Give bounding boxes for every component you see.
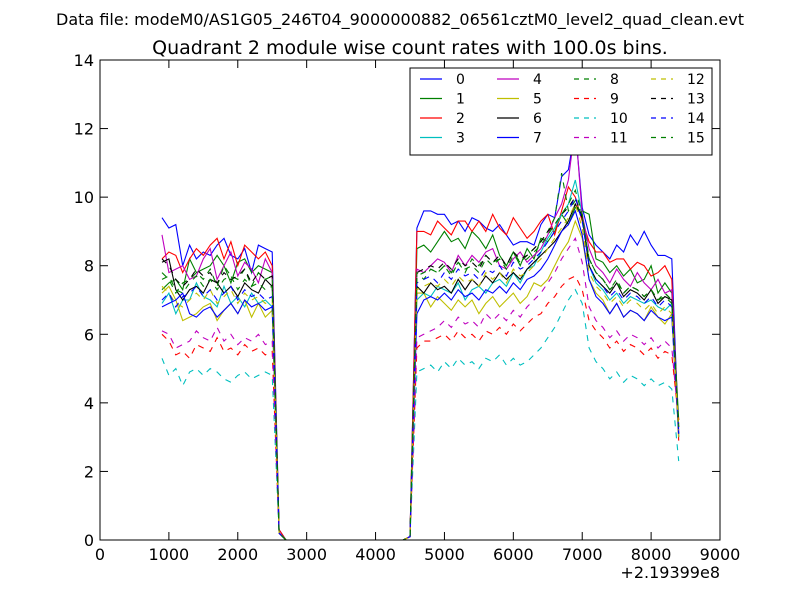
- legend-label-9: 9: [610, 92, 619, 108]
- y-tick-label: 6: [84, 325, 94, 344]
- series-line-10: [161, 288, 680, 541]
- legend-label-2: 2: [456, 111, 465, 127]
- y-tick-label: 4: [84, 394, 94, 413]
- series-line-15: [161, 188, 680, 541]
- plot-frame: [99, 59, 721, 541]
- x-tick-label: 8000: [631, 545, 672, 564]
- series-line-12: [161, 202, 680, 541]
- plot-series: [161, 125, 680, 541]
- legend-label-6: 6: [533, 111, 542, 127]
- legend-label-15: 15: [687, 131, 705, 147]
- series-line-2: [161, 185, 680, 541]
- x-tick-label: 4000: [355, 545, 396, 564]
- x-tick-label: 6000: [493, 545, 534, 564]
- series-line-14: [161, 195, 680, 541]
- x-tick-label: 1000: [149, 545, 190, 564]
- y-tick-label: 2: [84, 462, 94, 481]
- y-tick-label: 14: [74, 51, 94, 70]
- series-line-6: [161, 202, 680, 541]
- y-tick-label: 12: [74, 120, 94, 139]
- legend-label-14: 14: [687, 111, 705, 127]
- legend-label-7: 7: [533, 131, 542, 147]
- y-tick-label: 10: [74, 188, 94, 207]
- x-offset-label: +2.19399e8: [620, 563, 720, 582]
- x-tick-label: 3000: [286, 545, 327, 564]
- series-line-4: [161, 125, 680, 541]
- legend-box: [409, 67, 713, 156]
- x-tick-label: 2000: [217, 545, 258, 564]
- x-tick-label: 0: [95, 545, 105, 564]
- x-axis: 0 1000 2000 3000 4000 5000 6000 7000 8000 9000: [95, 60, 740, 564]
- legend-label-8: 8: [610, 72, 619, 88]
- series-line-11: [161, 237, 680, 541]
- legend-label-5: 5: [533, 92, 542, 108]
- legend-label-1: 1: [456, 92, 465, 108]
- legend-label-12: 12: [687, 72, 705, 88]
- y-tick-label: 0: [84, 531, 94, 550]
- legend-label-4: 4: [533, 72, 542, 88]
- series-line-5: [161, 219, 680, 541]
- legend-label-0: 0: [456, 72, 465, 88]
- x-tick-label: 9000: [700, 545, 741, 564]
- series-line-0: [161, 128, 680, 541]
- series-line-9: [161, 275, 680, 541]
- series-line-13: [161, 195, 680, 541]
- x-tick-label: 7000: [562, 545, 603, 564]
- legend-label-11: 11: [610, 131, 628, 147]
- series-line-8: [161, 173, 680, 541]
- chart-title: Quadrant 2 module wise count rates with …: [152, 37, 668, 59]
- legend-label-13: 13: [687, 92, 705, 108]
- legend-label-10: 10: [610, 111, 628, 127]
- legend-label-3: 3: [456, 131, 465, 147]
- series-line-3: [161, 179, 680, 541]
- series-line-7: [161, 209, 680, 541]
- x-tick-label: 5000: [424, 545, 465, 564]
- y-tick-label: 8: [84, 257, 94, 276]
- chart-suptitle: Data file: modeM0/AS1G05_246T04_90000008…: [56, 10, 744, 30]
